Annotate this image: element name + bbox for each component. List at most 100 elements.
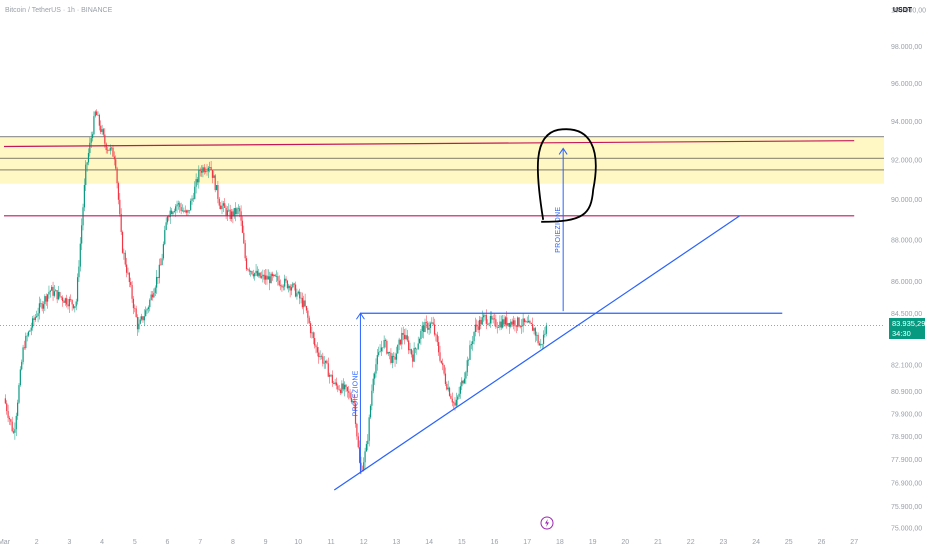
date-tick: 25 <box>785 539 793 546</box>
candle-body <box>239 208 241 212</box>
projection-label: PROIEZIONE <box>352 370 359 416</box>
candle-body <box>413 348 415 362</box>
candle-body <box>160 264 162 266</box>
date-tick: 7 <box>198 539 202 546</box>
candle-body <box>111 147 113 149</box>
candle-body <box>288 285 290 289</box>
candle-body <box>324 360 327 363</box>
candle-body <box>89 142 91 154</box>
date-tick: Mar <box>0 539 11 546</box>
date-tick: 4 <box>100 539 104 546</box>
candle-body <box>436 334 438 343</box>
date-tick: 8 <box>231 539 235 546</box>
candle-body <box>78 266 80 278</box>
candle-body <box>420 330 422 339</box>
candle-body <box>32 318 34 328</box>
price-tick: 75.900,00 <box>891 504 922 511</box>
candle-body <box>439 352 441 361</box>
time-axis: Mar 2 3 4 5 6 7 8 9 10 11 12 13 14 15 16 17 18 19 20 21 22 23 2… <box>0 539 858 546</box>
candle-body <box>542 334 545 344</box>
candle-body <box>262 274 264 277</box>
candle-body <box>448 387 451 396</box>
candle-body <box>36 316 38 318</box>
candle-body <box>314 338 316 346</box>
last-price-tag: 83.935,29 34:30 <box>889 318 925 339</box>
lightning-icon[interactable] <box>540 516 554 530</box>
candle-body <box>301 297 303 308</box>
candle-body <box>281 285 283 288</box>
candle-body <box>409 349 411 351</box>
candle-body <box>379 351 381 353</box>
candle-body <box>263 274 265 280</box>
candle-body <box>252 274 254 277</box>
date-tick: 24 <box>752 539 760 546</box>
candle-body <box>335 382 338 386</box>
candle-body <box>79 243 81 267</box>
candle-body <box>387 351 389 354</box>
candle-body <box>393 355 395 357</box>
candle-body <box>470 344 472 346</box>
candle-body <box>530 322 532 325</box>
candle-body <box>330 374 332 376</box>
candle-body <box>416 348 418 350</box>
candle-body <box>348 391 350 393</box>
candle-body <box>176 204 178 207</box>
price-tick: 79.900,00 <box>891 412 922 419</box>
candle-body <box>308 317 310 324</box>
candle-body <box>112 147 114 157</box>
candle-body <box>368 417 370 441</box>
candle-body <box>220 205 222 210</box>
candle-body <box>391 355 393 363</box>
candle-body <box>256 270 259 276</box>
candle-body <box>282 286 284 288</box>
candle-body <box>168 216 170 218</box>
candle-body <box>134 308 136 309</box>
candle-body <box>354 403 357 424</box>
candle-body <box>115 159 117 169</box>
price-tick: 94.000,00 <box>891 119 922 126</box>
candle-body <box>142 316 144 321</box>
candle-body <box>181 210 184 212</box>
candle-body <box>18 385 20 403</box>
price-tick: 100.000,00 <box>891 8 926 15</box>
date-tick: 21 <box>654 539 662 546</box>
candle-body <box>218 198 220 206</box>
candle-body <box>341 383 343 393</box>
candle-body <box>51 286 53 291</box>
candle-body <box>297 291 299 294</box>
candle-body <box>459 386 462 394</box>
candle-body <box>157 276 159 279</box>
candle-body <box>508 323 511 327</box>
price-tick: 92.000,00 <box>891 158 922 165</box>
candle-body <box>153 292 155 298</box>
candle-body <box>465 372 467 379</box>
candle-body <box>98 115 100 126</box>
candle-body <box>278 280 280 286</box>
candle-body <box>85 164 87 185</box>
candle-body <box>158 264 160 279</box>
candle-body <box>334 382 336 384</box>
candle-body <box>196 179 199 183</box>
date-tick: 11 <box>327 539 334 546</box>
candle-body <box>537 334 539 344</box>
candle-body <box>236 208 238 215</box>
candle-body <box>47 294 49 302</box>
candle-body <box>339 389 342 393</box>
candle-body <box>402 332 404 335</box>
candle-body <box>453 402 455 404</box>
candle-body <box>457 396 459 400</box>
candle-body <box>265 275 267 280</box>
candle-body <box>504 317 506 325</box>
candle-body <box>466 360 468 373</box>
candle-body <box>217 185 219 199</box>
candle-body <box>488 323 490 325</box>
candle-body <box>327 363 329 377</box>
candle-body <box>170 210 173 215</box>
candle-body <box>337 385 339 390</box>
candle-body <box>496 327 498 328</box>
candle-body <box>423 325 425 333</box>
candle-body <box>405 335 407 340</box>
candle-body <box>154 287 156 293</box>
chart-title: Bitcoin / TetherUS · 1h · BINANCE <box>5 7 113 14</box>
